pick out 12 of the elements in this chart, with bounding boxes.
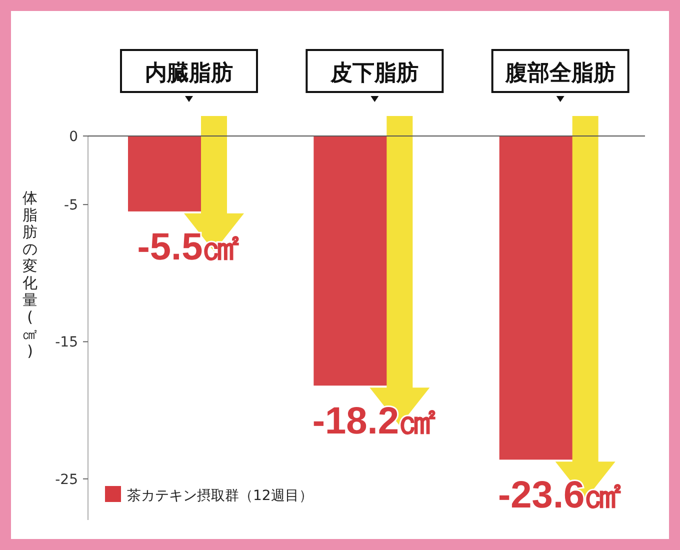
x-tick-label: 腹部全脂肪	[504, 60, 616, 86]
y-tick-label: -5	[64, 197, 78, 214]
y-tick-label: -25	[55, 472, 78, 488]
data-label: -18.2㎠	[312, 400, 437, 443]
text: 体脂肪の変化量(㎠)	[22, 189, 38, 360]
y-tick-label: -15	[55, 334, 78, 351]
data-label: -5.5㎠	[137, 226, 241, 268]
x-tick-label: 皮下脂肪	[330, 61, 419, 86]
data-label: -23.6㎠	[498, 474, 623, 517]
y-tick-label: 0	[69, 128, 78, 145]
x-tick-label: 内臓脂肪	[145, 61, 233, 86]
legend-label: 茶カテキン摂取群（12週目）	[127, 488, 313, 504]
